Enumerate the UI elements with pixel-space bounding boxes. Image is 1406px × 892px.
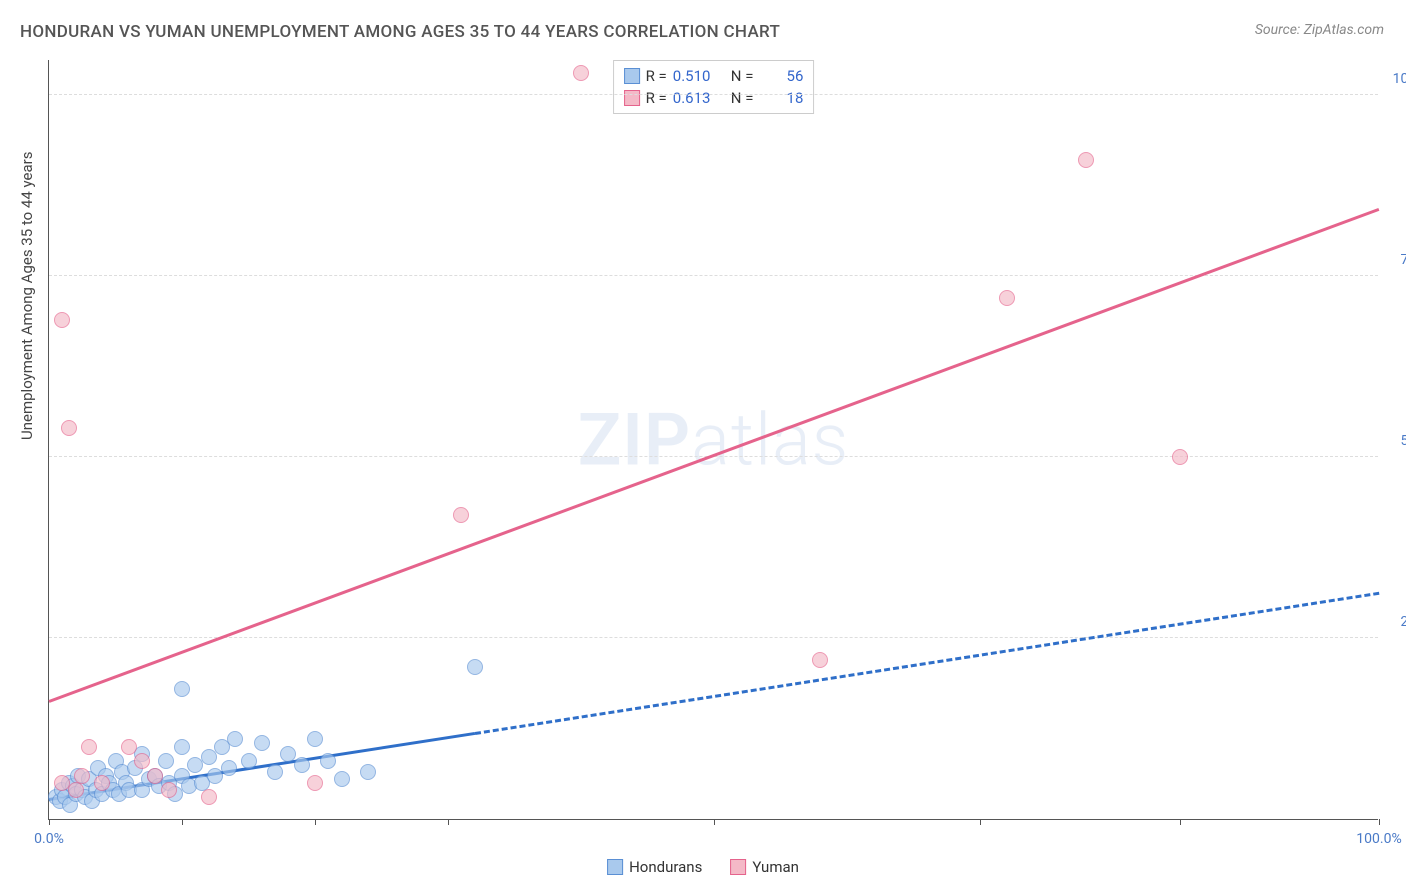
chart-title: HONDURAN VS YUMAN UNEMPLOYMENT AMONG AGE… [20, 22, 780, 42]
stat-r-label: R = [646, 89, 667, 107]
scatter-point [94, 775, 110, 791]
scatter-point [201, 789, 217, 805]
trend-line [474, 592, 1379, 735]
y-tick-label: 50.0% [1384, 433, 1406, 449]
scatter-point [54, 312, 70, 328]
source-name: ZipAtlas.com [1304, 22, 1384, 38]
legend-label: Yuman [752, 858, 799, 876]
scatter-point [68, 782, 84, 798]
x-tick [1180, 819, 1181, 825]
scatter-point [227, 731, 243, 747]
x-tick [1379, 819, 1380, 825]
scatter-point [307, 775, 323, 791]
stats-box: R = 0.510 N = 56 R = 0.613 N = 18 [613, 60, 815, 114]
scatter-point [1078, 152, 1094, 168]
legend-label: Hondurans [629, 858, 702, 876]
scatter-point [467, 659, 483, 675]
x-tick [714, 819, 715, 825]
gridline [49, 94, 1378, 95]
scatter-point [61, 420, 77, 436]
scatter-point [241, 753, 257, 769]
x-tick [49, 819, 50, 825]
gridline [49, 637, 1378, 638]
scatter-point [121, 739, 137, 755]
plot-area: ZIPatlas R =0.510N =56R =0.613N =18 25.0… [48, 60, 1378, 820]
legend-item: Yuman [730, 858, 799, 876]
source-attribution: Source: ZipAtlas.com [1255, 22, 1384, 38]
scatter-point [161, 782, 177, 798]
y-tick-label: 75.0% [1384, 252, 1406, 268]
stat-r-label: R = [646, 67, 667, 85]
x-tick [980, 819, 981, 825]
legend-item: Hondurans [607, 858, 702, 876]
scatter-point [74, 768, 90, 784]
y-axis-label: Unemployment Among Ages 35 to 44 years [18, 152, 36, 440]
scatter-point [320, 753, 336, 769]
scatter-point [158, 753, 174, 769]
x-tick [315, 819, 316, 825]
x-tick [448, 819, 449, 825]
scatter-point [267, 764, 283, 780]
scatter-point [307, 731, 323, 747]
stat-r-value: 0.510 [673, 67, 717, 85]
x-tick-label: 100.0% [1356, 831, 1401, 847]
watermark: ZIPatlas [578, 397, 850, 482]
scatter-point [1172, 449, 1188, 465]
stat-n-label: N = [731, 89, 754, 107]
scatter-point [221, 760, 237, 776]
scatter-point [360, 764, 376, 780]
x-tick [182, 819, 183, 825]
gridline [49, 275, 1378, 276]
scatter-point [174, 739, 190, 755]
scatter-point [999, 290, 1015, 306]
scatter-point [147, 768, 163, 784]
scatter-point [174, 681, 190, 697]
stat-n-label: N = [731, 67, 754, 85]
scatter-point [134, 753, 150, 769]
scatter-point [334, 771, 350, 787]
x-tick-label: 0.0% [34, 831, 64, 847]
stats-row: R = 0.510 N = 56 [624, 65, 804, 87]
legend-swatch [624, 68, 640, 84]
stats-row: R = 0.613 N = 18 [624, 87, 804, 109]
legend-swatch [607, 859, 623, 875]
scatter-point [201, 749, 217, 765]
scatter-point [453, 507, 469, 523]
bottom-legend: Hondurans Yuman [607, 858, 799, 876]
scatter-point [573, 65, 589, 81]
y-tick-label: 100.0% [1384, 71, 1406, 87]
legend-swatch [730, 859, 746, 875]
y-tick-label: 25.0% [1384, 614, 1406, 630]
scatter-point [812, 652, 828, 668]
scatter-point [294, 757, 310, 773]
source-prefix: Source: [1255, 22, 1304, 38]
watermark-light: atlas [691, 397, 849, 482]
scatter-point [254, 735, 270, 751]
stat-r-value: 0.613 [673, 89, 717, 107]
stat-n-value: 18 [759, 89, 803, 107]
scatter-point [81, 739, 97, 755]
stat-n-value: 56 [759, 67, 803, 85]
legend-swatch [624, 90, 640, 106]
